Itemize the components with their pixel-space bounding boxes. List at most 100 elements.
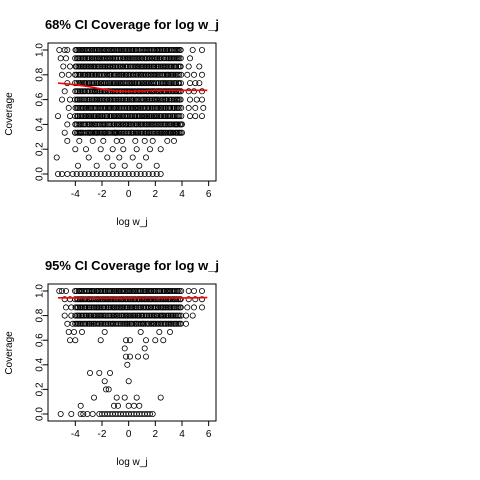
data-point xyxy=(190,287,197,294)
data-point xyxy=(137,170,144,177)
data-point xyxy=(64,320,71,327)
data-point xyxy=(192,104,199,111)
data-point xyxy=(149,170,156,177)
data-point xyxy=(84,320,91,327)
data-point xyxy=(86,80,93,87)
data-point xyxy=(76,63,83,70)
data-point xyxy=(110,320,117,327)
data-point xyxy=(152,121,159,128)
data-point xyxy=(173,320,180,327)
data-point xyxy=(107,296,114,303)
data-point xyxy=(135,129,142,136)
data-point xyxy=(129,55,136,62)
data-point xyxy=(120,304,127,311)
data-point xyxy=(113,80,120,87)
data-point xyxy=(111,113,118,120)
x-tick-label: -2 xyxy=(98,189,107,200)
y-tick-label: 0.8 xyxy=(35,308,46,322)
data-point xyxy=(126,312,133,319)
data-point xyxy=(171,55,178,62)
data-point xyxy=(123,71,130,78)
data-point xyxy=(59,170,66,177)
data-point xyxy=(120,129,127,136)
data-point xyxy=(122,129,129,136)
data-point xyxy=(87,287,94,294)
data-point xyxy=(170,137,177,144)
data-point xyxy=(125,113,132,120)
data-point xyxy=(160,312,167,319)
data-point xyxy=(107,55,114,62)
data-point xyxy=(86,320,93,327)
data-point xyxy=(73,170,80,177)
data-point xyxy=(157,47,164,54)
data-point xyxy=(64,137,71,144)
data-point xyxy=(185,296,192,303)
data-point xyxy=(103,386,110,393)
data-point xyxy=(127,63,134,70)
data-point xyxy=(182,320,189,327)
data-point xyxy=(171,320,178,327)
data-point xyxy=(152,320,159,327)
smooth-line xyxy=(57,296,208,299)
y-tick-label: 0.6 xyxy=(35,92,46,106)
data-point xyxy=(142,113,149,120)
data-point xyxy=(125,170,132,177)
data-point xyxy=(73,287,80,294)
data-point xyxy=(56,47,63,54)
data-point xyxy=(168,320,175,327)
y-tick-label: 0.0 xyxy=(35,407,46,421)
data-point xyxy=(146,146,153,153)
data-point xyxy=(97,304,104,311)
data-point xyxy=(198,287,205,294)
data-point xyxy=(105,88,112,95)
data-point xyxy=(91,394,98,401)
data-point xyxy=(120,312,127,319)
data-point xyxy=(73,121,80,128)
data-point xyxy=(119,47,126,54)
data-point xyxy=(200,104,207,111)
data-point xyxy=(61,88,68,95)
data-point xyxy=(126,96,133,103)
data-point xyxy=(68,312,75,319)
data-point xyxy=(174,96,181,103)
data-point xyxy=(145,170,152,177)
data-point xyxy=(185,104,192,111)
data-point xyxy=(151,63,158,70)
data-point xyxy=(149,55,156,62)
data-point xyxy=(99,47,106,54)
data-point xyxy=(57,55,64,62)
data-point xyxy=(82,320,89,327)
data-point xyxy=(157,146,164,153)
data-point xyxy=(154,296,161,303)
data-point xyxy=(123,47,130,54)
data-point xyxy=(177,55,184,62)
data-point xyxy=(94,312,101,319)
data-point xyxy=(78,71,85,78)
data-point xyxy=(151,96,158,103)
y-tick-label: 0.4 xyxy=(35,117,46,131)
data-point xyxy=(117,96,124,103)
data-point xyxy=(148,304,155,311)
data-point xyxy=(133,394,140,401)
data-point xyxy=(113,71,120,78)
data-point xyxy=(98,80,105,87)
data-point xyxy=(123,129,130,136)
data-point xyxy=(164,129,171,136)
data-point xyxy=(185,287,192,294)
data-point xyxy=(125,378,132,385)
data-point xyxy=(93,170,100,177)
data-point xyxy=(151,129,158,136)
data-point xyxy=(145,129,152,136)
data-point xyxy=(153,129,160,136)
y-tick-label: 0.0 xyxy=(35,167,46,181)
x-tick-label: -4 xyxy=(71,429,80,440)
data-point xyxy=(141,121,148,128)
data-point xyxy=(117,170,124,177)
data-point xyxy=(174,287,181,294)
data-point xyxy=(108,71,115,78)
data-point xyxy=(111,47,118,54)
x-axis-label-95: log w_j xyxy=(116,457,147,468)
data-point xyxy=(68,410,75,417)
data-point xyxy=(162,80,169,87)
data-point xyxy=(98,104,105,111)
